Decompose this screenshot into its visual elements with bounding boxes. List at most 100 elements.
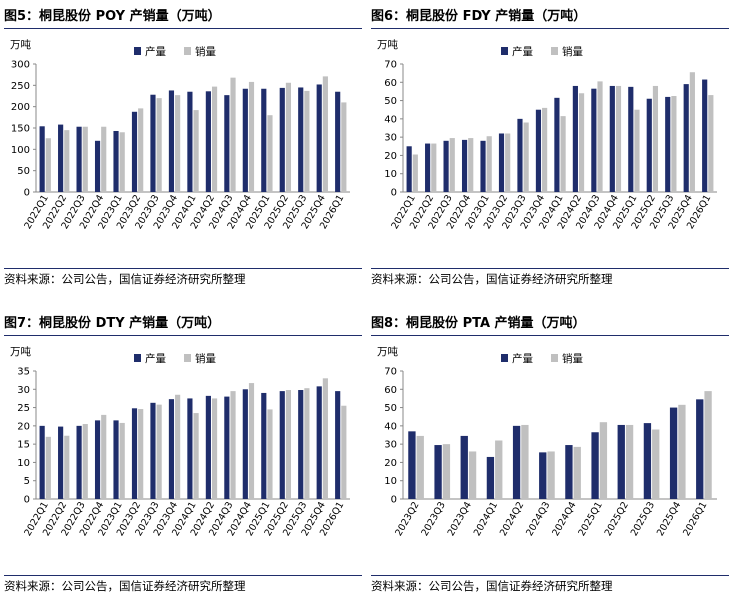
bar-sales-2025Q3 [652,429,660,499]
bar-sales-2023Q3 [442,444,451,499]
y-tick-label: 10 [17,458,30,469]
bar-production-2025Q3 [298,390,304,499]
y-tick-label: 50 [17,166,30,177]
bar-production-2023Q4 [460,435,468,499]
bar-production-2024Q2 [205,91,211,192]
bar-sales-2025Q3 [671,96,677,192]
x-tick-label: 2024Q1 [472,500,500,538]
bar-sales-2022Q3 [82,424,88,499]
x-tick-label: 2024Q3 [524,500,552,538]
chart-panel-poy: 图5：桐昆股份 POY 产销量（万吨） 万吨 产量 销量 0 50 100 150 200 25… [4,6,362,286]
y-tick-label: 0 [24,188,30,199]
y-axis-unit: 万吨 [377,345,398,358]
bar-sales-2022Q4 [101,126,107,192]
bar-sales-2025Q4 [322,378,328,499]
legend-label: 产量 [145,352,166,365]
bar-production-2024Q3 [591,88,597,192]
bar-production-2025Q3 [665,96,671,192]
bar-sales-2023Q1 [486,136,492,192]
legend-swatch-sales [184,354,191,362]
bar-production-2024Q4 [565,445,573,499]
bar-production-2025Q4 [316,84,322,192]
bar-production-2023Q3 [517,118,523,192]
y-tick-label: 30 [17,385,30,396]
bar-production-2025Q1 [261,88,267,192]
y-tick-label: 250 [11,81,30,92]
bar-sales-2023Q3 [523,122,529,192]
bar-sales-2022Q2 [431,143,437,192]
bar-production-2025Q4 [683,84,689,192]
bar-sales-2026Q1 [704,391,712,499]
bar-sales-2025Q2 [625,424,634,499]
bar-production-2022Q4 [94,140,101,192]
bar-production-2024Q4 [242,88,248,192]
y-tick-label: 50 [384,403,397,414]
y-tick-label: 10 [384,476,397,487]
bar-sales-2025Q2 [285,390,292,499]
bar-sales-2022Q4 [101,414,107,499]
bar-sales-2023Q4 [175,95,181,192]
legend-label: 销量 [562,352,583,365]
y-tick-label: 30 [384,440,397,451]
bar-sales-2026Q1 [708,95,714,192]
legend-swatch-production [501,47,508,55]
bar-sales-2022Q4 [468,138,474,192]
source-note: 资料来源：公司公告，国信证券经济研究所整理 [371,268,729,289]
legend-label: 销量 [562,45,583,58]
y-tick-label: 50 [384,96,397,107]
bar-sales-2024Q2 [578,93,585,192]
bar-sales-2025Q4 [678,404,686,499]
y-tick-label: 5 [24,476,30,487]
bar-production-2022Q2 [425,143,431,192]
bar-production-2023Q2 [131,408,138,499]
bar-sales-2023Q3 [156,98,162,192]
bar-sales-2024Q4 [615,85,622,192]
chart-title: 图6：桐昆股份 FDY 产销量（万吨） [371,6,729,29]
bar-sales-2024Q1 [193,413,199,499]
bar-production-2025Q1 [628,86,634,192]
bar-sales-2026Q1 [341,102,347,192]
bar-sales-2025Q1 [267,409,273,499]
bar-production-2025Q2 [279,87,285,192]
bar-sales-2025Q3 [304,388,310,499]
bar-sales-2025Q4 [322,76,328,192]
legend-label: 销量 [195,45,216,58]
legend-swatch-sales [184,47,191,55]
x-tick-label: 2023Q2 [393,500,421,538]
bar-production-2025Q1 [591,432,599,499]
bar-sales-2023Q1 [119,132,125,192]
bar-sales-2025Q1 [634,109,640,192]
bar-sales-2023Q4 [468,451,477,499]
bar-production-2024Q1 [486,456,495,499]
bar-production-2025Q3 [298,87,304,192]
bar-sales-2022Q1 [45,436,51,499]
source-note: 资料来源：公司公告，国信证券经济研究所整理 [371,575,729,596]
bar-sales-2025Q1 [267,115,273,192]
y-tick-label: 150 [11,124,30,135]
bar-sales-2026Q1 [341,405,347,499]
bar-sales-2023Q2 [416,435,424,499]
legend-swatch-sales [551,354,558,362]
bar-sales-2025Q1 [599,422,608,499]
bar-production-2025Q2 [646,98,652,192]
bar-production-2023Q3 [150,402,156,499]
bar-production-2023Q3 [150,94,156,192]
bar-production-2024Q3 [224,396,230,499]
bar-sales-2025Q3 [304,90,310,192]
y-tick-label: 40 [384,421,397,432]
y-tick-label: 200 [11,102,30,113]
bar-sales-2024Q3 [230,391,236,499]
x-tick-label: 2026Q1 [681,500,709,538]
bar-production-2022Q2 [58,124,64,192]
bar-sales-2022Q3 [449,138,455,192]
bar-production-2026Q1 [702,79,708,192]
chart-panel-pta: 图8：桐昆股份 PTA 产销量（万吨） 万吨 产量 销量 0 10 20 30 40 50 60 7… [371,313,729,593]
y-tick-label: 15 [17,440,30,451]
bar-sales-2025Q4 [689,72,695,192]
chart-title: 图5：桐昆股份 POY 产销量（万吨） [4,6,362,29]
x-tick-label: 2025Q4 [655,500,683,538]
bar-production-2024Q2 [512,425,521,499]
bar-production-2025Q4 [669,407,678,499]
